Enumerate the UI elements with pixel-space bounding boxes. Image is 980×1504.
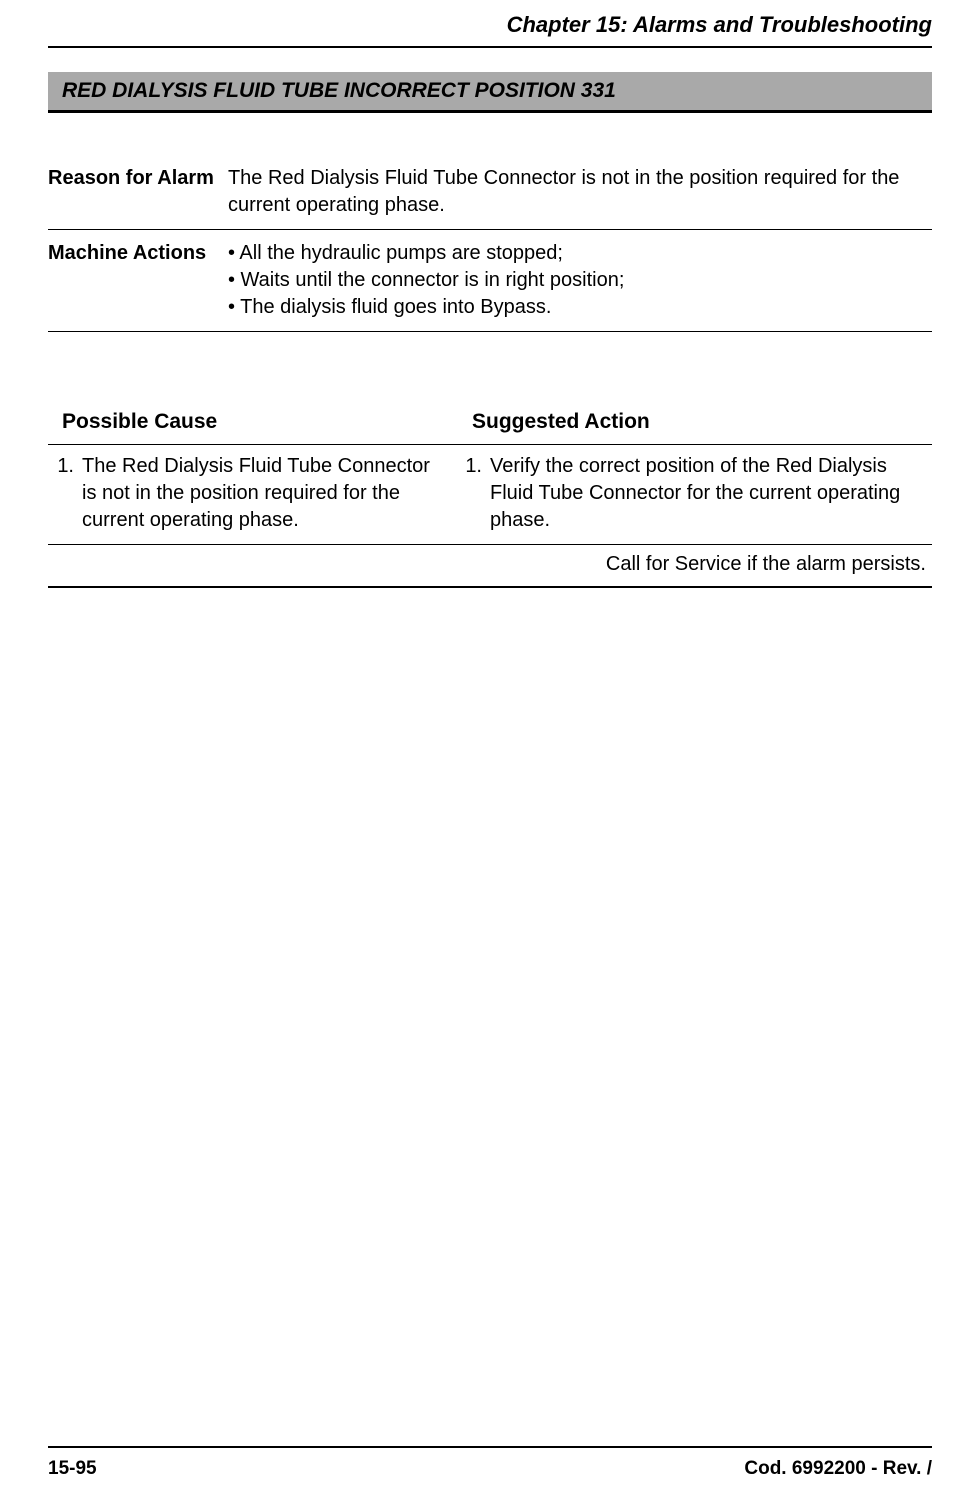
action-number: 1. — [458, 445, 486, 545]
page-footer: 15-95 Cod. 6992200 - Rev. / — [48, 1446, 932, 1480]
machine-actions-row: Machine Actions • All the hydraulic pump… — [48, 230, 932, 332]
reason-row: Reason for Alarm The Red Dialysis Fluid … — [48, 155, 932, 230]
persist-row: Call for Service if the alarm persists. — [48, 545, 932, 588]
action-line-2: • Waits until the connector is in right … — [228, 267, 918, 294]
action-text: Verify the correct position of the Red D… — [486, 445, 932, 545]
cause-action-header-row: Possible Cause Suggested Action — [48, 404, 932, 445]
machine-actions-text: • All the hydraulic pumps are stopped; •… — [228, 230, 932, 332]
cause-text: The Red Dialysis Fluid Tube Connector is… — [78, 445, 458, 545]
suggested-action-header: Suggested Action — [458, 404, 932, 445]
action-line-1: • All the hydraulic pumps are stopped; — [228, 240, 918, 267]
page-number: 15-95 — [48, 1458, 97, 1480]
cause-action-table: Possible Cause Suggested Action 1. The R… — [48, 404, 932, 588]
reason-label: Reason for Alarm — [48, 155, 228, 230]
persist-text: Call for Service if the alarm persists. — [48, 545, 932, 588]
possible-cause-header: Possible Cause — [48, 404, 458, 445]
action-line-3: • The dialysis fluid goes into Bypass. — [228, 294, 918, 321]
doc-code: Cod. 6992200 - Rev. / — [744, 1458, 932, 1480]
chapter-header: Chapter 15: Alarms and Troubleshooting — [48, 12, 932, 48]
reason-text: The Red Dialysis Fluid Tube Connector is… — [228, 155, 932, 230]
machine-actions-label: Machine Actions — [48, 230, 228, 332]
alarm-info-table: Reason for Alarm The Red Dialysis Fluid … — [48, 155, 932, 332]
cause-action-row-1: 1. The Red Dialysis Fluid Tube Connector… — [48, 445, 932, 545]
cause-number: 1. — [48, 445, 78, 545]
alarm-title-bar: RED DIALYSIS FLUID TUBE INCORRECT POSITI… — [48, 72, 932, 113]
